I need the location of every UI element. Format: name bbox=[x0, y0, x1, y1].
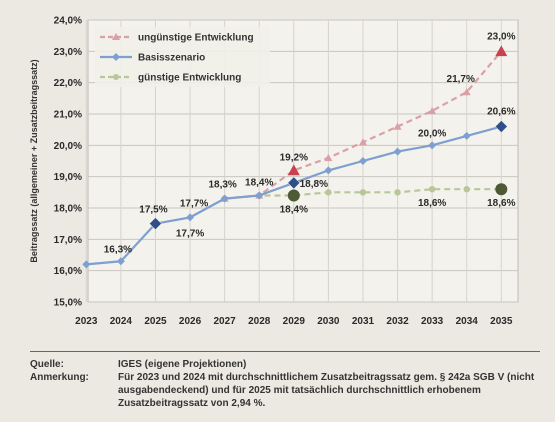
legend-label: günstige Entwicklung bbox=[138, 73, 241, 84]
note-source-value: IGES (eigene Projektionen) bbox=[118, 359, 247, 370]
line-chart: 15,0% 16,0% 17,0% 18,0% 19,0% 20,0% 21,0% 22,0%… bbox=[29, 16, 519, 327]
x-tick-label: 2024 bbox=[110, 316, 133, 327]
series-marker bbox=[358, 157, 367, 165]
series-marker bbox=[324, 166, 333, 175]
x-tick-label: 2023 bbox=[75, 316, 98, 327]
data-label: 19,2% bbox=[280, 152, 308, 163]
series-marker bbox=[116, 257, 125, 266]
y-axis-label: Beitragssatz (allgemeiner + Zusatzbeitra… bbox=[29, 59, 39, 262]
y-tick-label: 19,0% bbox=[54, 172, 82, 183]
series-marker bbox=[358, 138, 367, 146]
series-marker bbox=[82, 260, 91, 269]
legend-marker bbox=[112, 53, 120, 61]
y-tick-label: 16,0% bbox=[54, 266, 82, 277]
x-tick-label: 2030 bbox=[317, 316, 340, 327]
series-marker bbox=[462, 131, 471, 140]
data-label: 20,6% bbox=[487, 107, 515, 118]
y-tick-label: 17,0% bbox=[54, 235, 82, 246]
note-source: Quelle: IGES (eigene Projektionen) bbox=[30, 358, 540, 371]
notes: Quelle: IGES (eigene Projektionen) Anmer… bbox=[30, 351, 540, 410]
series-marker bbox=[287, 164, 300, 176]
legend: ungünstige Entwicklung Basisszenario günst… bbox=[95, 27, 270, 87]
legend-label: Basisszenario bbox=[138, 53, 205, 64]
series-marker bbox=[495, 45, 508, 57]
y-axis: 15,0% 16,0% 17,0% 18,0% 19,0% 20,0% 21,0% 22,0%… bbox=[54, 16, 82, 309]
data-label: 17,5% bbox=[139, 205, 167, 216]
x-tick-label: 2026 bbox=[179, 316, 202, 327]
series-marker bbox=[495, 183, 508, 196]
series-marker bbox=[428, 106, 437, 115]
y-tick-label: 21,0% bbox=[54, 110, 82, 121]
x-tick-label: 2034 bbox=[456, 316, 479, 327]
x-tick-label: 2028 bbox=[248, 316, 271, 327]
series-marker bbox=[494, 120, 508, 133]
note-remark-value: Für 2023 und 2024 mit durchschnittlichem… bbox=[118, 372, 535, 409]
data-label: 18,6% bbox=[487, 198, 515, 209]
y-tick-label: 22,0% bbox=[54, 78, 82, 89]
note-remark-key: Anmerkung: bbox=[30, 372, 89, 383]
y-tick-label: 23,0% bbox=[54, 47, 82, 58]
x-tick-label: 2031 bbox=[352, 316, 375, 327]
series-marker bbox=[255, 191, 264, 200]
x-tick-label: 2033 bbox=[421, 316, 444, 327]
series-line bbox=[224, 188, 502, 200]
series-marker bbox=[220, 194, 229, 203]
data-label: 21,7% bbox=[447, 74, 475, 85]
legend-label: ungünstige Entwicklung bbox=[138, 33, 254, 44]
series-marker bbox=[287, 176, 301, 190]
series-marker bbox=[393, 122, 402, 130]
data-label: 18,6% bbox=[418, 198, 446, 209]
x-axis: 2023 2024 2025 2026 2027 2028 2029 2030 2031 2032… bbox=[75, 316, 513, 327]
y-tick-label: 24,0% bbox=[54, 16, 82, 27]
series-marker bbox=[394, 189, 401, 196]
series-marker bbox=[359, 189, 367, 196]
series-marker bbox=[186, 213, 195, 222]
series-marker bbox=[428, 186, 436, 193]
series-layer bbox=[82, 45, 508, 269]
x-tick-label: 2032 bbox=[386, 316, 409, 327]
data-label: 17,7% bbox=[176, 228, 204, 239]
series-marker bbox=[325, 189, 332, 196]
x-tick-label: 2035 bbox=[490, 316, 513, 327]
data-label: 16,3% bbox=[104, 244, 132, 255]
legend-marker bbox=[112, 33, 120, 40]
data-label: 20,0% bbox=[418, 128, 446, 139]
note-remark: Anmerkung: Für 2023 und 2024 mit durchsc… bbox=[30, 371, 540, 410]
data-label: 23,0% bbox=[487, 31, 515, 42]
series-marker bbox=[393, 147, 402, 156]
y-tick-label: 18,0% bbox=[54, 204, 82, 215]
series-marker bbox=[463, 186, 470, 193]
series-marker bbox=[324, 153, 333, 162]
data-label: 18,3% bbox=[208, 180, 236, 191]
series-marker bbox=[462, 88, 471, 96]
data-label: 18,8% bbox=[300, 179, 328, 190]
x-tick-label: 2029 bbox=[283, 316, 306, 327]
data-label: 18,4% bbox=[245, 177, 273, 188]
series-marker bbox=[287, 189, 300, 202]
x-tick-label: 2025 bbox=[144, 316, 167, 327]
legend-marker bbox=[113, 74, 119, 80]
data-label: 17,7% bbox=[180, 198, 208, 209]
y-tick-label: 20,0% bbox=[54, 141, 82, 152]
series-marker bbox=[428, 141, 437, 150]
x-tick-label: 2027 bbox=[214, 316, 237, 327]
data-labels: 18,4% 18,6% 18,6% 19,2% 21,7% 23,0% 16,3% 17,5%… bbox=[104, 31, 516, 255]
note-source-key: Quelle: bbox=[30, 359, 64, 370]
y-tick-label: 15,0% bbox=[54, 298, 82, 309]
series-marker bbox=[149, 217, 162, 231]
data-label: 18,4% bbox=[280, 204, 308, 215]
